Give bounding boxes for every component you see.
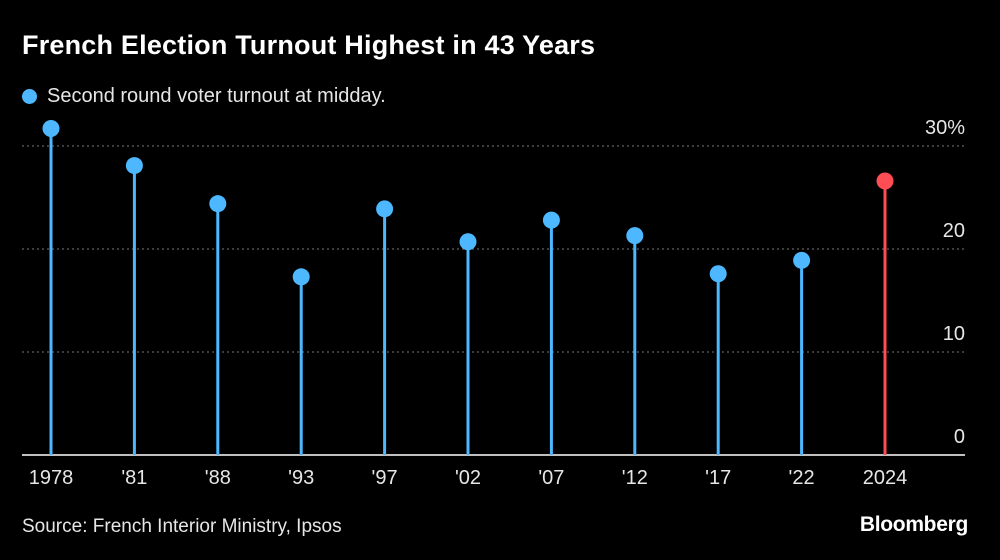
y-tick-label-0: 0: [954, 426, 965, 448]
data-point-5: [459, 233, 477, 251]
data-point-8: [709, 265, 727, 283]
y-tick-label-10: 10: [943, 323, 965, 345]
legend: Second round voter turnout at midday.: [22, 85, 386, 108]
data-point-2: [209, 195, 227, 213]
x-tick-label-5: '02: [455, 467, 481, 489]
source-note: Source: French Interior Ministry, Ipsos: [22, 516, 342, 537]
bloomberg-logo: Bloomberg: [859, 513, 968, 536]
x-tick-label-4: '97: [372, 467, 398, 489]
data-point-6: [542, 211, 560, 229]
data-point-3: [292, 268, 310, 286]
data-point-0: [42, 119, 60, 137]
data-point-10: [876, 172, 894, 190]
x-tick-label-6: '07: [538, 467, 564, 489]
y-tick-label-20: 20: [943, 220, 965, 242]
turnout-chart: 0 10 20 30% 1978 '81 '88 '93 '97 '02 '07 '12 '17 '22 2…: [22, 117, 965, 489]
x-tick-label-10: 2024: [863, 467, 908, 489]
x-tick-label-8: '17: [705, 467, 731, 489]
data-point-1: [125, 157, 143, 175]
x-tick-label-0: 1978: [29, 467, 74, 489]
legend-label: Second round voter turnout at midday.: [47, 85, 386, 107]
x-tick-label-7: '12: [622, 467, 648, 489]
x-tick-label-2: '88: [205, 467, 231, 489]
x-tick-label-9: '22: [789, 467, 815, 489]
data-point-9: [793, 251, 811, 269]
x-tick-label-3: '93: [288, 467, 314, 489]
legend-marker-icon: [22, 89, 37, 104]
y-tick-label-30: 30%: [925, 117, 965, 139]
data-point-4: [376, 200, 394, 218]
x-tick-label-1: '81: [121, 467, 147, 489]
data-point-7: [626, 227, 644, 245]
chart-title: French Election Turnout Highest in 43 Ye…: [22, 30, 596, 60]
